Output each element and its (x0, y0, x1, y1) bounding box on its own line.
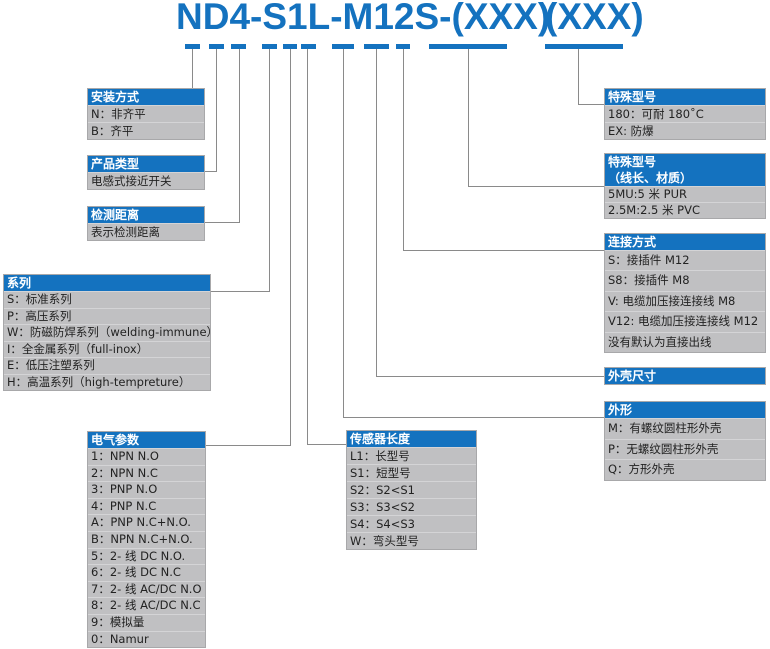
sensor-length-box: 传感器长度 L1：长型号 S1：短型号 S2：S2<S1 S3：S3<S2 S4：S4<S… (346, 430, 477, 550)
box-title: 系列 (7, 276, 32, 290)
connection-box: 连接方式 S：接插件 M12 S8：接插件 M8 V: 电缆加压接连接线 M8 V12:… (604, 233, 766, 353)
box-title: 检测距离 (91, 208, 140, 222)
connector-special (578, 49, 604, 105)
product-type-box: 产品类型 电感式接近开关 (87, 155, 205, 190)
option-row: 9：模拟量 (88, 613, 205, 631)
box-title: 产品类型 (91, 157, 140, 171)
code-segment-marker (429, 44, 507, 49)
code-segment-marker (283, 44, 297, 49)
box-header: 电气参数 (88, 432, 205, 448)
sensing-distance-box: 检测距离 表示检测距离 (87, 206, 205, 241)
option-row: S2：S2<S1 (347, 481, 476, 498)
box-header: 产品类型 (88, 156, 204, 172)
option-row: 2.5M:2.5 米 PVC (605, 202, 765, 218)
electrical-box: 电气参数 1：NPN N.O 2：NPN N.C 3：PNP N.O 4：PNP N.C… (87, 431, 206, 649)
option-row: H：高温系列（high-tempreture） (4, 373, 210, 391)
special-cable-box: 特殊型号 （线长、材质） 5MU:5 米 PUR 2.5M:2.5 米 PVC (604, 153, 766, 219)
option-row: 1：NPN N.O (88, 448, 205, 465)
option-row: B：齐平 (88, 122, 204, 139)
connector-special-cable (468, 49, 604, 187)
option-row: 表示检测距离 (88, 223, 204, 240)
option-row: 5：2- 线 DC N.O. (88, 547, 205, 565)
option-row: 0：Namur (88, 630, 205, 648)
option-row: 2：NPN N.C (88, 464, 205, 482)
box-title: 传感器长度 (350, 432, 411, 446)
housing-size-box: 外壳尺寸 (604, 367, 766, 385)
option-row: EX: 防爆 (605, 122, 765, 139)
series-box: 系列 S：标准系列 P：高压系列 W：防磁防焊系列（welding-immune） I：… (3, 274, 218, 391)
option-row: S8：接插件 M8 (605, 270, 765, 290)
box-header: 特殊型号 （线长、材质） (605, 154, 765, 186)
special-box: 特殊型号 180：可耐 180˚C EX: 防爆 (604, 88, 766, 140)
connector-housing-size (376, 49, 604, 377)
box-header: 检测距离 (88, 207, 204, 223)
box-header: 特殊型号 (605, 89, 765, 105)
code-segment-marker (364, 44, 389, 49)
mounting-box: 安装方式 N：非齐平 B：齐平 (87, 88, 205, 140)
option-row: 4：PNP N.C (88, 497, 205, 515)
code-segment-marker (332, 44, 354, 49)
option-row: 电感式接近开关 (88, 172, 204, 189)
option-row: S：接插件 M12 (605, 250, 765, 270)
option-row: S1：短型号 (347, 464, 476, 481)
option-row: A：PNP N.C+N.O. (88, 514, 205, 531)
option-row: 180：可耐 180˚C (605, 105, 765, 122)
connector-sensing-distance (205, 49, 240, 223)
box-header: 外壳尺寸 (605, 368, 765, 384)
model-code: ND4-S1L-M12S-(XXX) (176, 0, 551, 37)
box-subtitle: （线长、材质） (608, 171, 693, 185)
option-row: V: 电缆加压接连接线 M8 (605, 290, 765, 311)
box-header: 外形 (605, 402, 765, 418)
option-row: 7：2- 线 AC/DC N.O (88, 580, 205, 598)
option-row: V12: 电缆加压接连接线 M12 (605, 311, 765, 331)
option-row: 没有默认为直接出线 (605, 331, 765, 352)
code-segment-marker (545, 44, 623, 49)
code-segment-marker (231, 44, 246, 49)
box-header: 安装方式 (88, 89, 204, 105)
option-row: P：高压系列 (4, 307, 210, 325)
box-header: 传感器长度 (347, 431, 476, 447)
option-row: M：有螺纹圆柱形外壳 (605, 418, 765, 439)
option-row: 8：2- 线 AC/DC N.C (88, 597, 205, 614)
box-title: 特殊型号 (608, 90, 657, 104)
option-row: E：低压注塑系列 (4, 357, 210, 374)
model-code-suffix: (XXX) (545, 0, 644, 37)
option-row: P：无螺纹圆柱形外壳 (605, 438, 765, 460)
box-header: 系列 (4, 275, 210, 291)
box-title: 安装方式 (91, 90, 140, 104)
option-row: W：弯头型号 (347, 532, 476, 549)
option-row: 5MU:5 米 PUR (605, 186, 765, 202)
code-segment-marker (301, 44, 316, 49)
box-title: 外形 (608, 403, 633, 417)
code-segment-marker (185, 44, 200, 49)
option-row: S3：S3<S2 (347, 498, 476, 515)
box-title: 外壳尺寸 (608, 369, 657, 383)
option-row: N：非齐平 (88, 105, 204, 122)
code-segment-marker (396, 44, 410, 49)
option-row: W：防磁防焊系列（welding-immune） (4, 324, 218, 341)
connector-sensor-length (307, 49, 346, 445)
connector-series (211, 49, 270, 292)
option-row: S4：S4<S3 (347, 515, 476, 532)
connector-connection (403, 49, 604, 251)
connector-shape (343, 49, 604, 418)
connector-product-type (205, 49, 217, 172)
box-header: 连接方式 (605, 234, 765, 250)
code-segment-marker (209, 44, 224, 49)
code-segment-marker (262, 44, 277, 49)
option-row: Q：方形外壳 (605, 459, 765, 480)
option-row: 6：2- 线 DC N.C (88, 564, 205, 581)
option-row: B：NPN N.C+N.O. (88, 530, 205, 548)
option-row: L1：长型号 (347, 447, 476, 464)
connector-electrical (206, 49, 291, 446)
box-title: 电气参数 (91, 433, 140, 447)
option-row: I：全金属系列（full-inox） (4, 340, 210, 358)
shape-box: 外形 M：有螺纹圆柱形外壳 P：无螺纹圆柱形外壳 Q：方形外壳 (604, 401, 766, 481)
box-title: 特殊型号 (608, 155, 657, 169)
option-row: S：标准系列 (4, 291, 210, 308)
option-row: 3：PNP N.O (88, 481, 205, 498)
box-title: 连接方式 (608, 235, 657, 249)
